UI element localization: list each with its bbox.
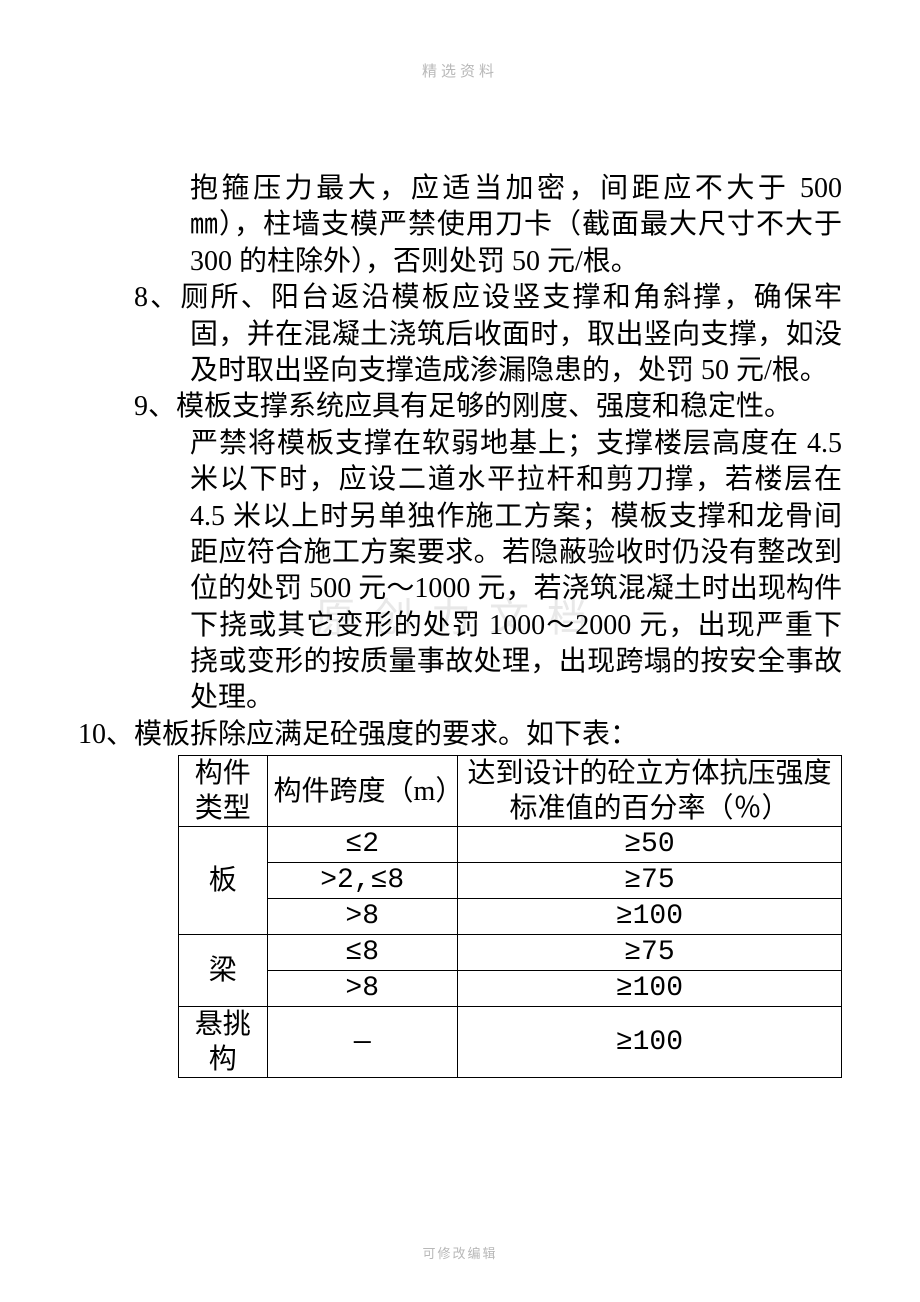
item-9-rest: 严禁将模板支撑在软弱地基上；支撑楼层高度在 4.5 米以下时，应设二道水平拉杆和… — [78, 426, 842, 717]
cell-pct: ≥100 — [457, 899, 841, 935]
item-9-line1: 9、模板支撑系统应具有足够的刚度、强度和稳定性。 — [134, 389, 842, 425]
table-row: >8 ≥100 — [179, 971, 842, 1007]
cell-span: >8 — [267, 971, 457, 1007]
cell-span: — — [267, 1007, 457, 1078]
cell-type: 梁 — [179, 935, 268, 1007]
page-footer: 可修改编辑 — [0, 1243, 920, 1262]
cell-pct: ≥50 — [457, 827, 841, 863]
table-row: 悬挑构 — ≥100 — [179, 1007, 842, 1078]
table-row: 板 ≤2 ≥50 — [179, 827, 842, 863]
table-row: 梁 ≤8 ≥75 — [179, 935, 842, 971]
th-pct-line1: 达到设计的砼立方体抗压强度 — [467, 758, 831, 789]
th-type: 构件类型 — [179, 756, 268, 827]
page-header: 精选资料 — [78, 60, 842, 81]
cell-span: ≤8 — [267, 935, 457, 971]
th-pct-line2: 标准值的百分率（％） — [509, 793, 789, 824]
th-pct: 达到设计的砼立方体抗压强度 标准值的百分率（％） — [457, 756, 841, 827]
cell-span: >2,≤8 — [267, 863, 457, 899]
table-row: >8 ≥100 — [179, 899, 842, 935]
strength-table: 构件类型 构件跨度（m） 达到设计的砼立方体抗压强度 标准值的百分率（％） 板 … — [178, 755, 842, 1078]
th-span: 构件跨度（m） — [267, 756, 457, 827]
cell-pct: ≥75 — [457, 863, 841, 899]
item-7-continuation: 抱箍压力最大，应适当加密，间距应不大于 500 ㎜），柱墙支模严禁使用刀卡（截面… — [78, 171, 842, 280]
table-header-row: 构件类型 构件跨度（m） 达到设计的砼立方体抗压强度 标准值的百分率（％） — [179, 756, 842, 827]
page: 精选资料 原创力文档 抱箍压力最大，应适当加密，间距应不大于 500 ㎜），柱墙… — [0, 0, 920, 1302]
item-10: 10、模板拆除应满足砼强度的要求。如下表： — [78, 717, 842, 753]
cell-pct: ≥75 — [457, 935, 841, 971]
cell-span: ≤2 — [267, 827, 457, 863]
cell-type: 板 — [179, 827, 268, 935]
cell-pct: ≥100 — [457, 1007, 841, 1078]
item-8: 8、厕所、阳台返沿模板应设竖支撑和角斜撑，确保牢固，并在混凝土浇筑后收面时，取出… — [134, 280, 842, 389]
cell-span: >8 — [267, 899, 457, 935]
content-body: 抱箍压力最大，应适当加密，间距应不大于 500 ㎜），柱墙支模严禁使用刀卡（截面… — [78, 171, 842, 1078]
cell-pct: ≥100 — [457, 971, 841, 1007]
table-row: >2,≤8 ≥75 — [179, 863, 842, 899]
cell-type: 悬挑构 — [179, 1007, 268, 1078]
